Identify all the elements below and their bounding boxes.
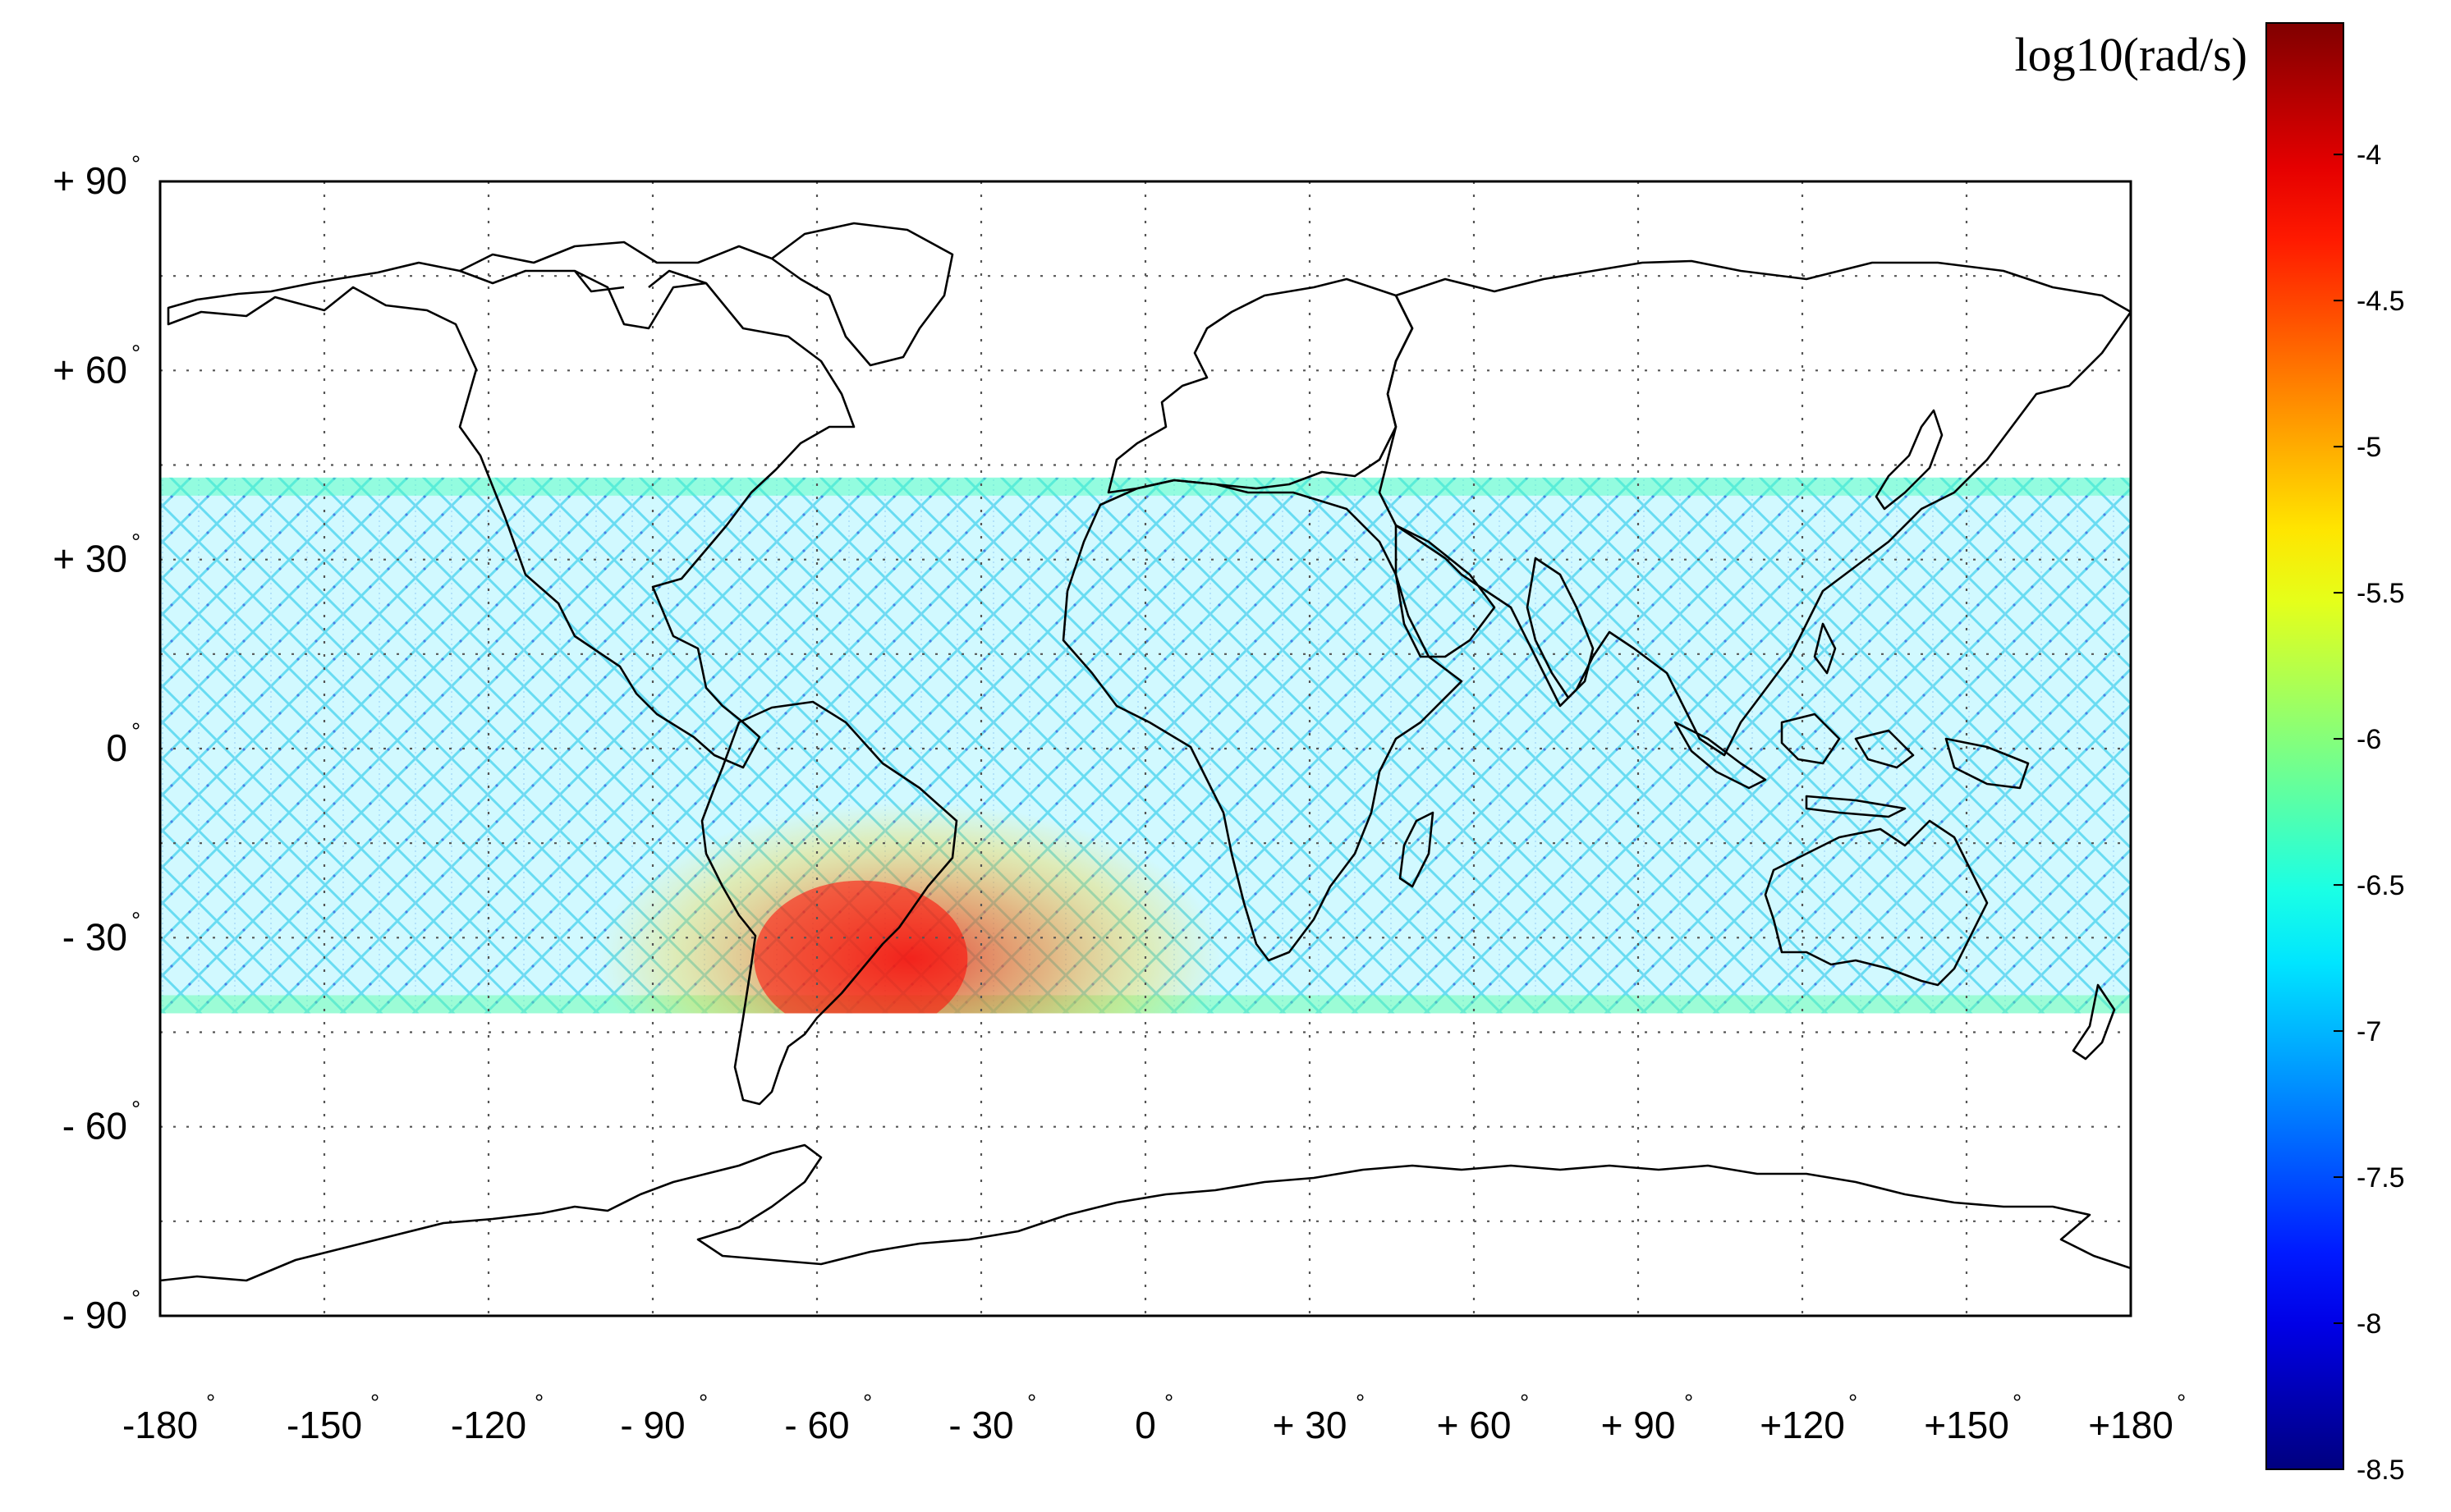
coastline-indonesia bbox=[1673, 712, 2030, 818]
y-tick-degree: ° bbox=[131, 1097, 140, 1122]
coastline-madagascar bbox=[1398, 811, 1434, 888]
colorbar-tick-label: -5 bbox=[2357, 432, 2381, 463]
colorbar-tick-label: -8 bbox=[2357, 1308, 2381, 1340]
y-tick-label: + 30 bbox=[53, 538, 127, 580]
x-tick-degree: ° bbox=[1520, 1390, 1529, 1415]
y-tick-label: + 90 bbox=[53, 159, 127, 202]
coastline-arabia bbox=[1394, 524, 1496, 658]
x-tick-label: - 90 bbox=[620, 1404, 685, 1446]
x-tick-degree: ° bbox=[535, 1390, 544, 1415]
coastline-greenland bbox=[770, 222, 954, 367]
x-tick-label: -150 bbox=[287, 1404, 362, 1446]
y-tick-label: + 60 bbox=[53, 348, 127, 391]
colorbar-tick-label: -4.5 bbox=[2357, 286, 2405, 317]
y-tick-label: 0 bbox=[106, 726, 127, 769]
x-tick-degree: ° bbox=[2177, 1390, 2186, 1415]
y-tick-degree: ° bbox=[131, 718, 140, 744]
x-tick-label: + 60 bbox=[1437, 1404, 1512, 1446]
x-tick-degree: ° bbox=[1684, 1390, 1693, 1415]
x-tick-label: + 90 bbox=[1601, 1404, 1676, 1446]
coastline-south-america bbox=[700, 700, 958, 1106]
hotspot-group bbox=[598, 802, 1223, 1014]
y-tick-degree: ° bbox=[131, 340, 140, 365]
x-tick-degree: ° bbox=[370, 1390, 379, 1415]
y-tick-degree: ° bbox=[131, 151, 140, 176]
x-axis-tick-labels: -180 ° -150 ° -120 ° - 90 ° - 60 ° - 30 ° 0 ° + 30 ° + 6… bbox=[122, 1390, 2186, 1446]
y-tick-label: - 60 bbox=[62, 1105, 127, 1148]
colorbar-tick-label: -7 bbox=[2357, 1016, 2381, 1047]
hotspot-core bbox=[754, 880, 968, 1014]
x-tick-degree: ° bbox=[1164, 1390, 1173, 1415]
colorbar-tick-label: -4 bbox=[2357, 140, 2381, 171]
x-tick-degree: ° bbox=[699, 1390, 708, 1415]
coastline-africa bbox=[1062, 479, 1463, 962]
coastline-philippines bbox=[1813, 622, 1837, 675]
y-axis-tick-labels: + 90 °+ 60 °+ 30 °0 °- 30 °- 60 °- 90 ° bbox=[53, 151, 140, 1336]
x-tick-label: + 30 bbox=[1273, 1404, 1347, 1446]
x-tick-degree: ° bbox=[1027, 1390, 1036, 1415]
x-tick-label: +180 bbox=[2088, 1404, 2173, 1446]
x-tick-label: -180 bbox=[122, 1404, 198, 1446]
y-tick-degree: ° bbox=[131, 907, 140, 932]
x-tick-degree: ° bbox=[863, 1390, 872, 1415]
x-tick-label: -120 bbox=[451, 1404, 526, 1446]
graticule-grid bbox=[160, 181, 2131, 1316]
x-tick-degree: ° bbox=[206, 1390, 215, 1415]
colorbar-tick-label: -6.5 bbox=[2357, 870, 2405, 901]
map-frame bbox=[158, 180, 2132, 1317]
colorbar-tick-label: -8.5 bbox=[2357, 1455, 2405, 1486]
y-tick-label: - 90 bbox=[62, 1294, 127, 1336]
colorbar-gradient-bar bbox=[2265, 22, 2344, 1470]
colorbar-tick-labels: -4 -4.5 -5 -5.5 -6 -6.5 -7 -7.5 -8 -8.5 bbox=[2334, 140, 2405, 1486]
coastline-antarctica bbox=[160, 1143, 2131, 1282]
coastline-arctic-islands bbox=[459, 241, 773, 293]
x-tick-label: - 30 bbox=[948, 1404, 1013, 1446]
coastline-asia bbox=[1378, 259, 2131, 757]
coastline-india bbox=[1526, 557, 1595, 699]
colorbar-tick-label: -7.5 bbox=[2357, 1162, 2405, 1194]
x-tick-degree: ° bbox=[1356, 1390, 1365, 1415]
colorbar: log10(rad/s) -4-4.5-5-5.5-6-6.5-7-7.5-8-… bbox=[2015, 22, 2405, 1486]
coastline-new-zealand bbox=[2072, 983, 2116, 1061]
x-tick-degree: ° bbox=[2013, 1390, 2022, 1415]
x-tick-label: +150 bbox=[1924, 1404, 2009, 1446]
coastline-australia bbox=[1764, 819, 1989, 987]
x-tick-label: 0 bbox=[1135, 1404, 1156, 1446]
coastline-north-america bbox=[167, 261, 856, 769]
x-tick-degree: ° bbox=[1848, 1390, 1857, 1415]
data-field-layer bbox=[160, 477, 2131, 1014]
y-tick-degree: ° bbox=[131, 529, 140, 555]
x-tick-label: +120 bbox=[1760, 1404, 1845, 1446]
colorbar-tick-label: -5.5 bbox=[2357, 578, 2405, 609]
coastline-japan bbox=[1875, 409, 1944, 511]
y-tick-degree: ° bbox=[131, 1285, 140, 1311]
y-tick-label: - 30 bbox=[62, 915, 127, 958]
colorbar-title: log10(rad/s) bbox=[2015, 28, 2248, 81]
x-tick-label: - 60 bbox=[784, 1404, 849, 1446]
colorbar-tick-label: -6 bbox=[2357, 724, 2381, 755]
coastlines bbox=[160, 222, 2131, 1282]
